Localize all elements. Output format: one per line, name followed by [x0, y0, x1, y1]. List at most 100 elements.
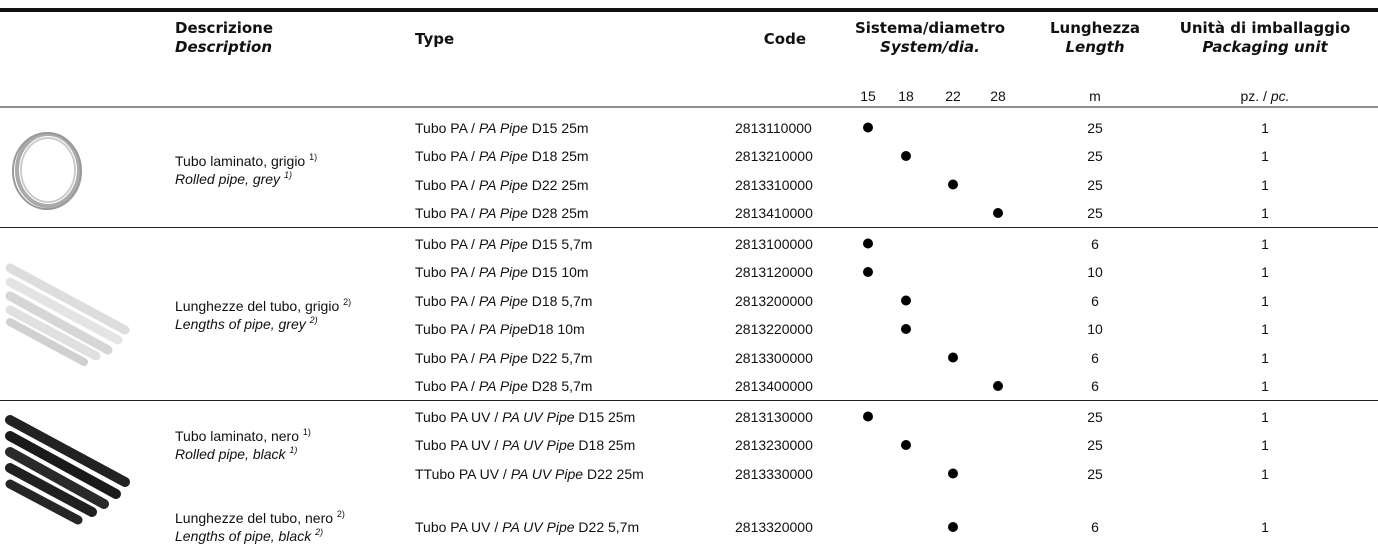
- code-cell: 2813120000: [735, 263, 813, 281]
- black-pipes-image: [5, 415, 130, 525]
- footnote: 2): [315, 527, 324, 537]
- description-en: Rolled pipe, black 1): [175, 445, 297, 463]
- header-type: Type: [415, 30, 454, 49]
- header-text: Type: [415, 30, 455, 48]
- footnote: 1): [283, 170, 292, 181]
- packaging: 1: [1261, 349, 1269, 366]
- length-cell: 25: [895, 176, 1295, 194]
- type-cell: Tubo PA / PA Pipe D28 5,7m: [415, 377, 592, 395]
- diameter-dot: [863, 238, 873, 249]
- packaging: 1: [1261, 264, 1269, 280]
- footnote: 1): [289, 445, 298, 455]
- length-cell: 25: [895, 147, 1295, 165]
- top-rule: [0, 8, 1378, 12]
- description: Tubo laminato, grigio: [175, 153, 310, 170]
- packaging-cell: 1: [1065, 436, 1378, 454]
- packaging: 1: [1261, 235, 1269, 252]
- code: 2813210000: [735, 148, 813, 164]
- diameter: 28: [990, 88, 1006, 104]
- type-cell: Tubo PA UV / PA UV Pipe D18 25m: [415, 436, 635, 454]
- length-cell: 25: [895, 204, 1295, 222]
- type-part: PA UV Pipe: [502, 519, 575, 535]
- length-cell: 6: [895, 377, 1295, 395]
- diameter-dot: [948, 352, 958, 363]
- length: 25: [1087, 465, 1103, 482]
- type-part: D18 10m: [527, 321, 585, 337]
- length: 6: [1091, 378, 1099, 394]
- length: 25: [1087, 119, 1103, 136]
- packaging-cell: 1: [1065, 408, 1378, 426]
- packaging: 1: [1261, 437, 1269, 453]
- length: 25: [1087, 437, 1103, 453]
- diameter: 18: [898, 88, 914, 104]
- type-cell: Tubo PA / PA Pipe D15 25m: [415, 119, 589, 137]
- type-part: D28 25m: [527, 205, 589, 221]
- type-cell: Tubo PA / PA Pipe D28 25m: [415, 204, 589, 222]
- code: 2813100000: [735, 235, 813, 252]
- code: 2813220000: [735, 321, 813, 337]
- description: Lengths of pipe, black: [175, 528, 316, 544]
- length-unit: m: [895, 87, 1295, 105]
- type-cell: Tubo PA / PA Pipe D15 5,7m: [415, 235, 592, 253]
- description-it: Lunghezze del tubo, nero 2): [175, 509, 345, 527]
- diameter-dot: [901, 324, 911, 334]
- code-cell: 2813300000: [735, 349, 813, 367]
- header-text: Description: [175, 38, 273, 56]
- code: 2813410000: [735, 205, 813, 221]
- packaging: 1: [1261, 292, 1269, 309]
- diameter-dot: [993, 208, 1003, 218]
- type-cell: Tubo PA / PA Pipe D22 25m: [415, 176, 589, 194]
- description-it: Lunghezze del tubo, grigio 2): [175, 297, 351, 315]
- header-system: Sistema/diametro: [730, 19, 1130, 38]
- length: 6: [1091, 235, 1099, 252]
- type-part: Tubo PA /: [415, 264, 479, 280]
- diameter-dot: [901, 295, 911, 306]
- description: Lunghezze del tubo, grigio: [175, 297, 344, 314]
- type-cell: Tubo PA UV / PA UV Pipe D15 25m: [415, 408, 635, 426]
- code: 2813130000: [735, 408, 813, 425]
- length: 10: [1087, 321, 1103, 337]
- length-cell: 6: [895, 349, 1295, 367]
- diameter-dot: [901, 440, 911, 450]
- code: 2813120000: [735, 264, 813, 280]
- diameter-label: 15: [668, 87, 1068, 105]
- type-part: Tubo PA /: [415, 321, 479, 337]
- length: 25: [1087, 176, 1103, 193]
- type-part: PA Pipe: [478, 264, 528, 280]
- type-part: D15 5,7m: [527, 235, 593, 252]
- diameter-dot: [993, 381, 1003, 391]
- type-part: D22 25m: [527, 176, 589, 193]
- grey-pipes-image: [5, 263, 130, 366]
- type-cell: Tubo PA / PA PipeD18 10m: [415, 320, 585, 338]
- length-cell: 25: [895, 465, 1295, 483]
- diameter-dot: [948, 522, 958, 532]
- code: 2813310000: [735, 176, 813, 193]
- type-part: D18 25m: [527, 148, 589, 164]
- type-part: Tubo PA /: [415, 205, 479, 221]
- unit: pz. /: [1240, 88, 1271, 104]
- diameter-label: 18: [706, 87, 1106, 105]
- packaging-cell: 1: [1065, 263, 1378, 281]
- code: 2813300000: [735, 349, 813, 366]
- type-part: Tubo PA /: [415, 148, 479, 164]
- code-cell: 2813320000: [735, 518, 813, 536]
- length: 25: [1087, 205, 1103, 221]
- packaging: 1: [1261, 465, 1269, 482]
- code-cell: 2813210000: [735, 147, 813, 165]
- header-text: Sistema/diametro: [854, 19, 1006, 37]
- description: Lengths of pipe, grey: [175, 315, 310, 332]
- type-part: D22 5,7m: [527, 349, 593, 366]
- length: 6: [1091, 519, 1099, 535]
- type-part: Tubo PA UV /: [415, 437, 503, 453]
- code-cell: 2813230000: [735, 436, 813, 454]
- diameter-dot: [863, 267, 873, 277]
- length-cell: 10: [895, 320, 1295, 338]
- diameter-dot: [863, 122, 873, 133]
- type-part: PA Pipe: [478, 148, 528, 164]
- header-text: Lunghezza: [1049, 19, 1141, 37]
- type-part: Tubo PA /: [415, 235, 479, 252]
- diameter-dot: [901, 151, 911, 161]
- diameter-label: 28: [798, 87, 1198, 105]
- type-cell: Tubo PA UV / PA UV Pipe D22 5,7m: [415, 518, 639, 536]
